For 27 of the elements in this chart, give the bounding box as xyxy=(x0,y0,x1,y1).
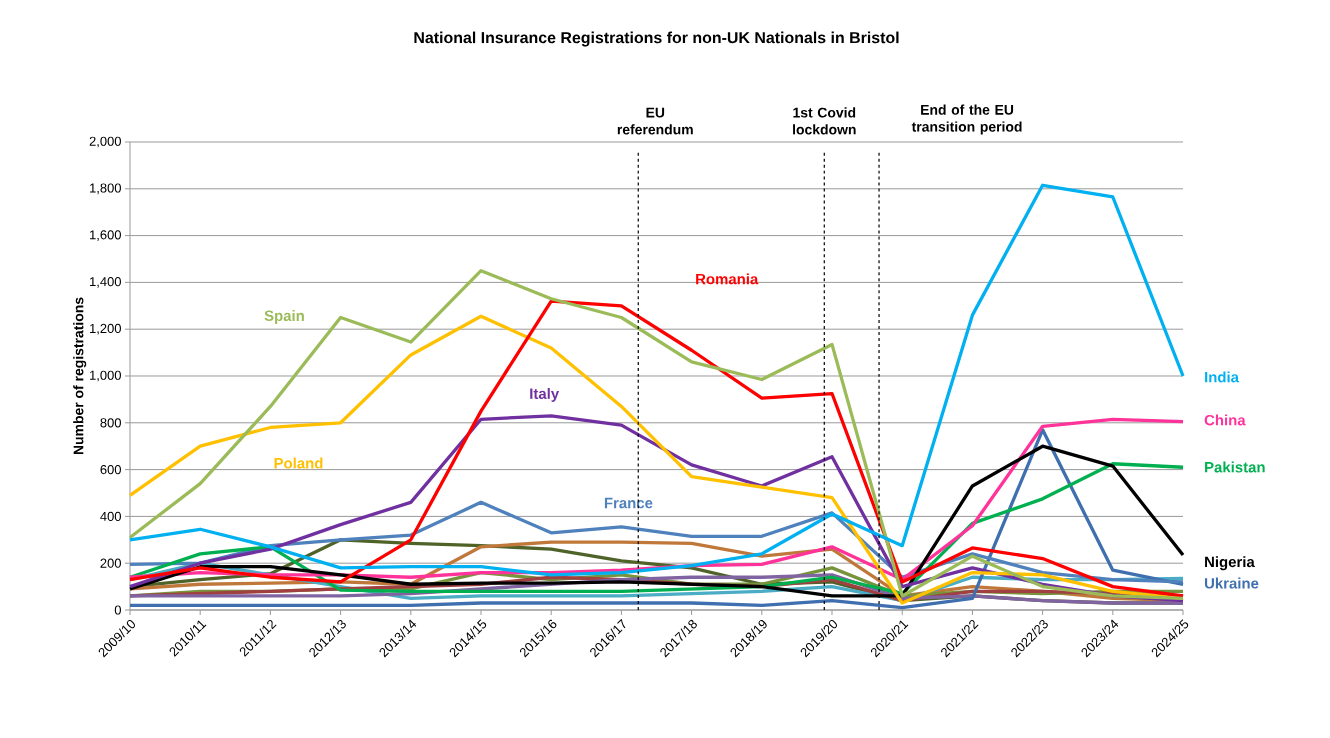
ref-line-label: End of the EU transition period xyxy=(911,104,1022,135)
y-tick-label: 1,800 xyxy=(90,183,121,195)
series-label: Ukraine xyxy=(1204,577,1259,589)
text: Romania xyxy=(696,273,759,285)
y-tick-label: 1,600 xyxy=(90,230,121,241)
y-tick-label: 1,400 xyxy=(90,277,121,288)
y-tick-label: 800 xyxy=(100,418,121,428)
ref-line-label: 1st Covid lockdown xyxy=(793,107,856,135)
series-label: Nigeria xyxy=(1205,556,1255,571)
y-tick-label: 2,000 xyxy=(89,136,121,148)
y-tick-label: 0 xyxy=(114,605,121,615)
ref-line-label: EU referendum xyxy=(617,107,693,135)
series-label: Pakistan xyxy=(1205,461,1265,473)
y-tick-label: 600 xyxy=(100,465,121,475)
y-axis-title: Number of registrations xyxy=(73,297,87,455)
series-label: France xyxy=(604,497,653,509)
y-tick-label: 1,200 xyxy=(90,323,121,335)
y-tick-label: 200 xyxy=(100,558,121,568)
series-label: Spain xyxy=(264,310,304,324)
line-series xyxy=(128,183,1185,577)
y-tick-label: 400 xyxy=(100,511,121,521)
series-label: India xyxy=(1205,371,1240,383)
text: Poland xyxy=(274,457,323,469)
series-label: Italy xyxy=(530,387,560,402)
chart-title: National Insurance Registrations for non-UK Nationals in Bristol xyxy=(414,31,899,47)
y-tick-label: 1,000 xyxy=(90,370,121,382)
series-label: China xyxy=(1204,414,1246,426)
